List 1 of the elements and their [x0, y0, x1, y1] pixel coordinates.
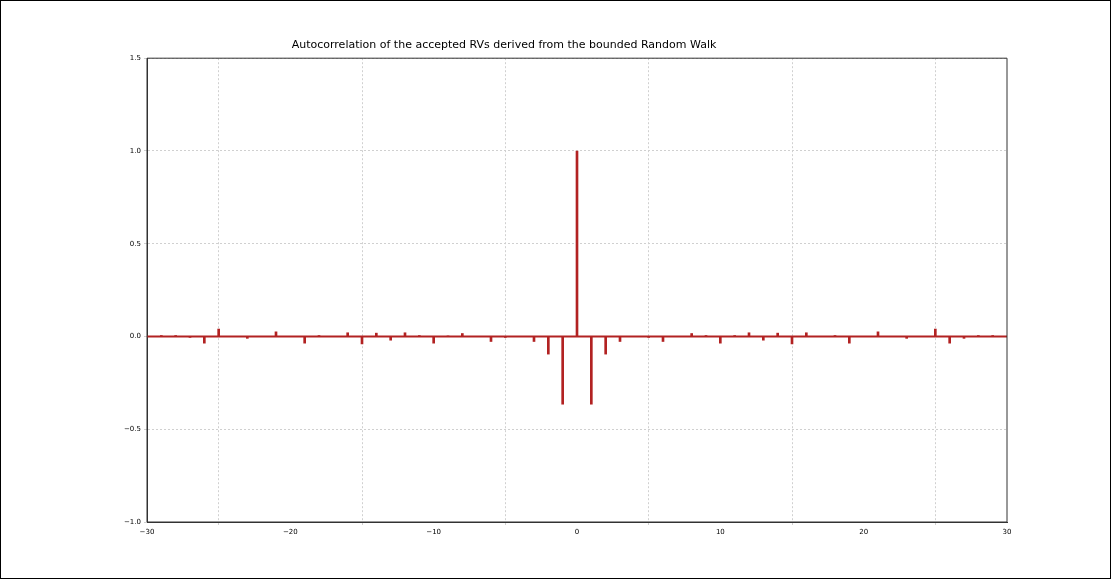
chart-title: Autocorrelation of the accepted RVs derived from the bounded Random Walk [291, 38, 717, 52]
